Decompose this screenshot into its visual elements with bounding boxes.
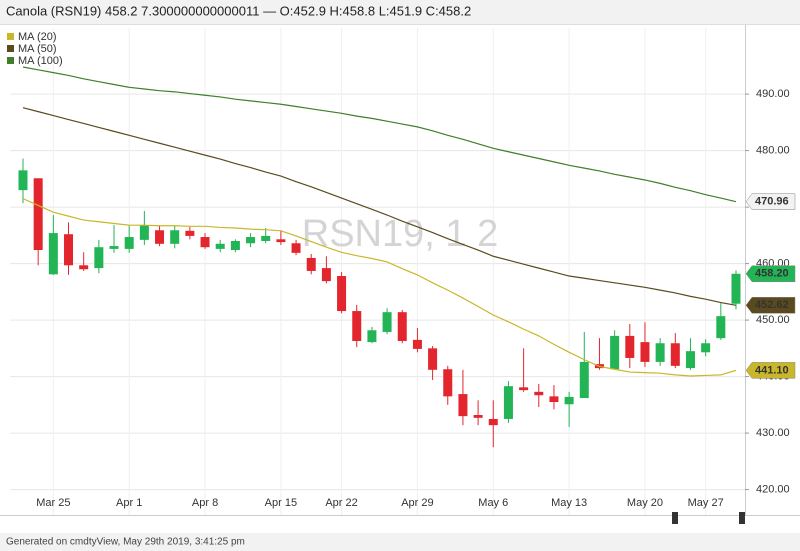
candle-body — [579, 361, 589, 399]
bottom-axis-line — [0, 515, 800, 516]
candle-body — [215, 243, 225, 249]
candle-body — [412, 339, 422, 349]
candle-body — [564, 396, 574, 405]
value-marker-label: 441.10 — [755, 364, 789, 376]
legend-label: MA (50) — [18, 43, 57, 55]
candle-body — [549, 396, 559, 403]
header-bar — [0, 0, 800, 24]
candle-body — [337, 276, 347, 312]
value-marker — [745, 265, 796, 283]
candle-body — [48, 233, 58, 275]
candle-body — [261, 235, 271, 241]
candle-body — [443, 369, 453, 397]
legend-swatch — [7, 45, 14, 52]
candle-body — [428, 348, 438, 370]
y-tick-label: 480.00 — [756, 145, 790, 157]
chart-title: Canola (RSN19) 458.2 7.300000000000011 —… — [6, 3, 471, 18]
y-tick-label: 450.00 — [756, 314, 790, 326]
candle-body — [382, 312, 392, 332]
x-tick-label: May 6 — [478, 497, 508, 509]
candle-body — [124, 237, 134, 249]
candle-body — [640, 342, 650, 362]
candle-body — [109, 246, 119, 249]
candle-body — [655, 343, 665, 362]
y-tick-label: 430.00 — [756, 427, 790, 439]
x-tick-label: Apr 15 — [265, 497, 297, 509]
candle-body — [200, 237, 210, 248]
candle-body — [473, 415, 483, 418]
legend-swatch — [7, 57, 14, 64]
y-tick-label: 420.00 — [756, 483, 790, 495]
ma-line — [22, 198, 737, 377]
candle-body — [397, 312, 407, 341]
scroll-handle[interactable] — [739, 512, 745, 524]
candle-body — [534, 391, 544, 396]
x-tick-label: Apr 8 — [192, 497, 218, 509]
ma-line — [22, 107, 737, 306]
x-tick-label: Mar 25 — [36, 497, 70, 509]
candle-body — [367, 330, 377, 343]
x-tick-label: May 27 — [688, 497, 724, 509]
candle-body — [625, 335, 635, 358]
candle-body — [94, 247, 104, 269]
value-marker-label: 452.62 — [755, 299, 789, 311]
candle-body — [731, 273, 741, 304]
candle-body — [79, 265, 89, 270]
x-tick-label: Apr 29 — [401, 497, 433, 509]
candle-body — [170, 230, 180, 244]
legend-swatch — [7, 33, 14, 40]
header-border — [0, 24, 800, 25]
candle-body — [276, 239, 286, 243]
candle-body — [155, 230, 165, 244]
candle-body — [610, 335, 620, 370]
grid — [10, 28, 745, 515]
right-axis-line — [745, 25, 746, 515]
x-tick-label: Apr 1 — [116, 497, 142, 509]
candle-body — [321, 268, 331, 282]
candle-body — [64, 234, 74, 266]
candle-body — [716, 316, 726, 339]
candle-body — [246, 237, 256, 244]
candle-body — [488, 418, 498, 426]
candle-body — [230, 240, 240, 251]
candle-body — [306, 257, 316, 271]
footer-bar — [0, 533, 800, 551]
candle-body — [185, 230, 195, 236]
candle-body — [519, 387, 529, 391]
x-tick-label: Apr 22 — [325, 497, 357, 509]
candle-body — [458, 394, 468, 417]
legend-label: MA (100) — [18, 55, 63, 67]
value-marker-label: 458.20 — [755, 268, 789, 280]
candle-body — [685, 351, 695, 369]
footer: Generated on cmdtyView, May 29th 2019, 3… — [6, 537, 245, 548]
value-marker — [745, 362, 796, 379]
x-tick-label: May 20 — [627, 497, 663, 509]
candle-body — [33, 178, 43, 251]
value-marker-label: 470.96 — [755, 196, 789, 208]
value-marker — [745, 193, 796, 210]
candle-body — [503, 386, 513, 419]
legend-label: MA (20) — [18, 31, 57, 43]
candle-body — [670, 343, 680, 366]
ma-line — [22, 66, 737, 203]
candle-body — [701, 343, 711, 353]
candle-body — [18, 170, 28, 191]
value-marker — [745, 297, 796, 314]
candle-body — [139, 225, 149, 240]
candle-body — [291, 243, 301, 253]
y-tick-label: 490.00 — [756, 88, 790, 100]
candle-body — [352, 311, 362, 341]
x-tick-label: May 13 — [551, 497, 587, 509]
scroll-handle[interactable] — [672, 512, 678, 524]
